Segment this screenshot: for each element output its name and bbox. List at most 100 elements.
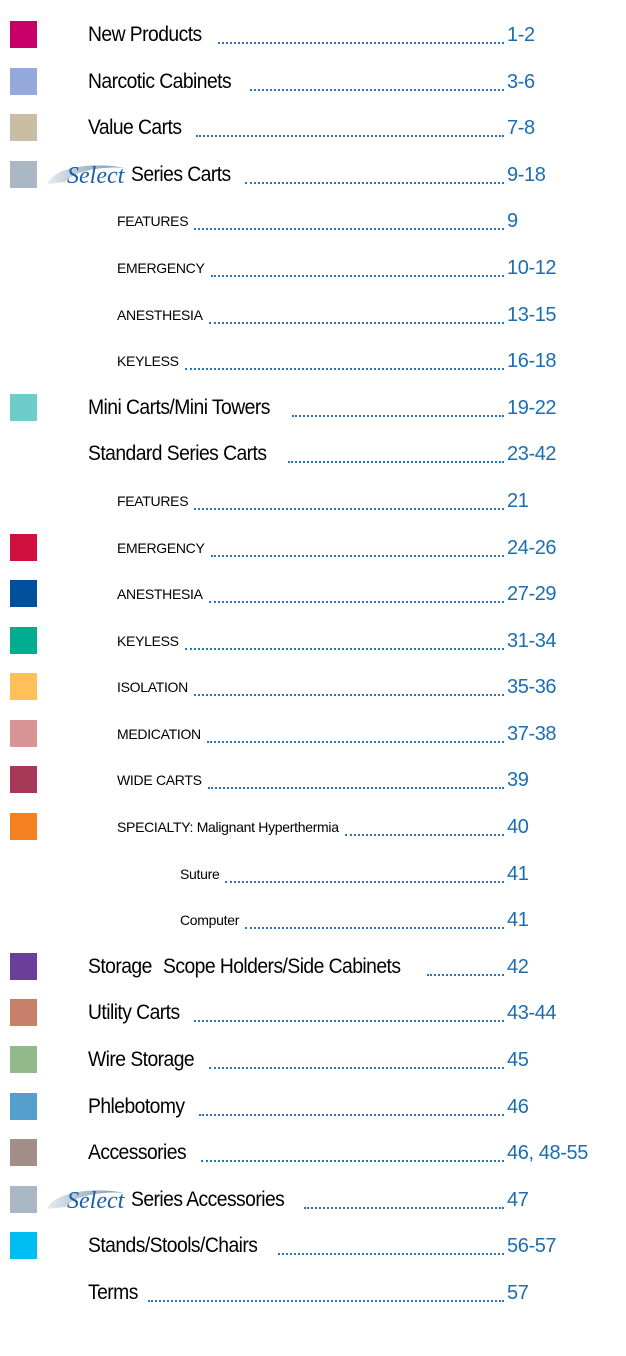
toc-row: KEYLESS 31-34 — [0, 624, 626, 658]
page-numbers: 47 — [507, 1188, 529, 1211]
entry: MEDICATION — [117, 717, 506, 751]
page-numbers: 9 — [507, 210, 518, 233]
page-numbers: 56-57 — [507, 1235, 557, 1258]
entry-label: Standard Series Carts — [88, 442, 267, 466]
page-numbers: 3-6 — [507, 70, 535, 93]
toc-row: ANESTHESIA 27-29 — [0, 577, 626, 611]
select-logo: Select — [45, 1185, 127, 1215]
color-swatch — [10, 952, 37, 980]
entry: Utility Carts — [88, 996, 506, 1030]
toc-row: ANESTHESIA 13-15 — [0, 298, 626, 332]
entry-label: Suture — [180, 865, 220, 882]
entry-label: SPECIALTY: Malignant Hyperthermia — [117, 819, 339, 836]
dot-leader — [208, 321, 504, 324]
dot-leader — [245, 181, 504, 184]
color-swatch — [10, 393, 37, 421]
entry-label: MEDICATION — [117, 725, 201, 742]
dot-leader — [184, 368, 504, 371]
dot-leader — [278, 1253, 504, 1256]
entry-label: EMERGENCY — [117, 539, 205, 556]
entry: Narcotic Cabinets — [88, 65, 506, 99]
dot-leader — [288, 461, 504, 464]
entry-label: Utility Carts — [88, 1001, 180, 1025]
entry-label: ANESTHESIA — [117, 306, 203, 323]
toc-row: EMERGENCY 10-12 — [0, 251, 626, 285]
dot-leader — [208, 601, 504, 604]
entry-label: Wire Storage — [88, 1048, 195, 1072]
entry-label: WIDE CARTS — [117, 772, 202, 789]
logo-text: Select — [67, 1188, 126, 1214]
entry-label: New Products — [88, 23, 202, 46]
dot-leader — [249, 88, 504, 91]
entry-label: Storage — [88, 954, 152, 978]
color-swatch — [10, 999, 37, 1027]
page-numbers: 45 — [507, 1049, 529, 1072]
entry: EMERGENCY — [117, 531, 506, 565]
toc-row: Select Series Accessories 47 — [0, 1183, 626, 1217]
page-numbers: 35-36 — [507, 676, 557, 699]
entry: Standard Series Carts — [88, 437, 506, 471]
dot-leader — [195, 135, 504, 138]
page-numbers: 23-42 — [507, 443, 557, 466]
entry-label: Narcotic Cabinets — [88, 69, 232, 93]
entry: Computer — [180, 903, 506, 937]
toc-row: Standard Series Carts 23-42 — [0, 437, 626, 471]
toc-row: New Products 1-2 — [0, 18, 626, 52]
entry-note: Scope Holders/Side Cabinets — [163, 954, 401, 978]
page-numbers: 42 — [507, 955, 529, 978]
color-swatch — [10, 813, 37, 841]
color-swatch — [10, 626, 37, 654]
toc-row: Phlebotomy 46 — [0, 1090, 626, 1124]
entry: Terms — [88, 1276, 506, 1310]
toc-row: Narcotic Cabinets 3-6 — [0, 65, 626, 99]
dot-leader — [194, 228, 504, 231]
page-numbers: 41 — [507, 862, 529, 885]
entry: New Products — [88, 18, 506, 52]
entry: Accessories — [88, 1136, 506, 1170]
dot-leader — [427, 973, 504, 976]
dot-leader — [210, 274, 504, 277]
page-numbers: 46 — [507, 1095, 529, 1118]
color-swatch — [10, 160, 37, 188]
dot-leader — [184, 647, 504, 650]
page-numbers: 43-44 — [507, 1002, 557, 1025]
dot-leader — [225, 880, 504, 883]
page-numbers: 9-18 — [507, 163, 546, 186]
page-numbers: 7-8 — [507, 117, 535, 140]
dot-leader — [206, 740, 504, 743]
toc-row: Wire Storage 45 — [0, 1043, 626, 1077]
entry-label: EMERGENCY — [117, 259, 205, 276]
color-swatch — [10, 1046, 37, 1074]
entry: Storage Scope Holders/Side Cabinets — [88, 950, 506, 984]
toc-row: MEDICATION 37-38 — [0, 717, 626, 751]
page-numbers: 57 — [507, 1282, 529, 1304]
color-swatch — [10, 766, 37, 794]
dot-leader — [148, 1300, 504, 1302]
logo-text: Select — [67, 163, 126, 189]
toc-row: Storage Scope Holders/Side Cabinets 42 — [0, 950, 626, 984]
entry: Stands/Stools/Chairs — [88, 1229, 506, 1263]
entry: Suture — [180, 857, 506, 891]
toc-row: Stands/Stools/Chairs 56-57 — [0, 1229, 626, 1263]
dot-leader — [245, 927, 504, 930]
page-numbers: 19-22 — [507, 396, 557, 419]
color-swatch — [10, 1092, 37, 1120]
entry-label: FEATURES — [117, 213, 189, 230]
color-swatch — [10, 1185, 37, 1213]
dot-leader — [210, 554, 504, 557]
page-numbers: 27-29 — [507, 583, 557, 606]
toc-row: WIDE CARTS 39 — [0, 763, 626, 797]
dot-leader — [198, 1113, 504, 1116]
entry-label: Series Carts — [131, 162, 231, 186]
dot-leader — [200, 1160, 504, 1163]
page-numbers: 21 — [507, 489, 529, 512]
dot-leader — [303, 1206, 504, 1209]
toc-row: Accessories 46, 48-55 — [0, 1136, 626, 1170]
entry: Wire Storage — [88, 1043, 506, 1077]
entry: Select Series Carts — [45, 158, 506, 192]
page-numbers: 13-15 — [507, 303, 557, 326]
entry: WIDE CARTS — [117, 763, 506, 797]
toc-row: Terms 57 — [0, 1276, 626, 1310]
entry-label: Computer — [180, 912, 240, 929]
toc-row: Mini Carts/Mini Towers 19-22 — [0, 391, 626, 425]
